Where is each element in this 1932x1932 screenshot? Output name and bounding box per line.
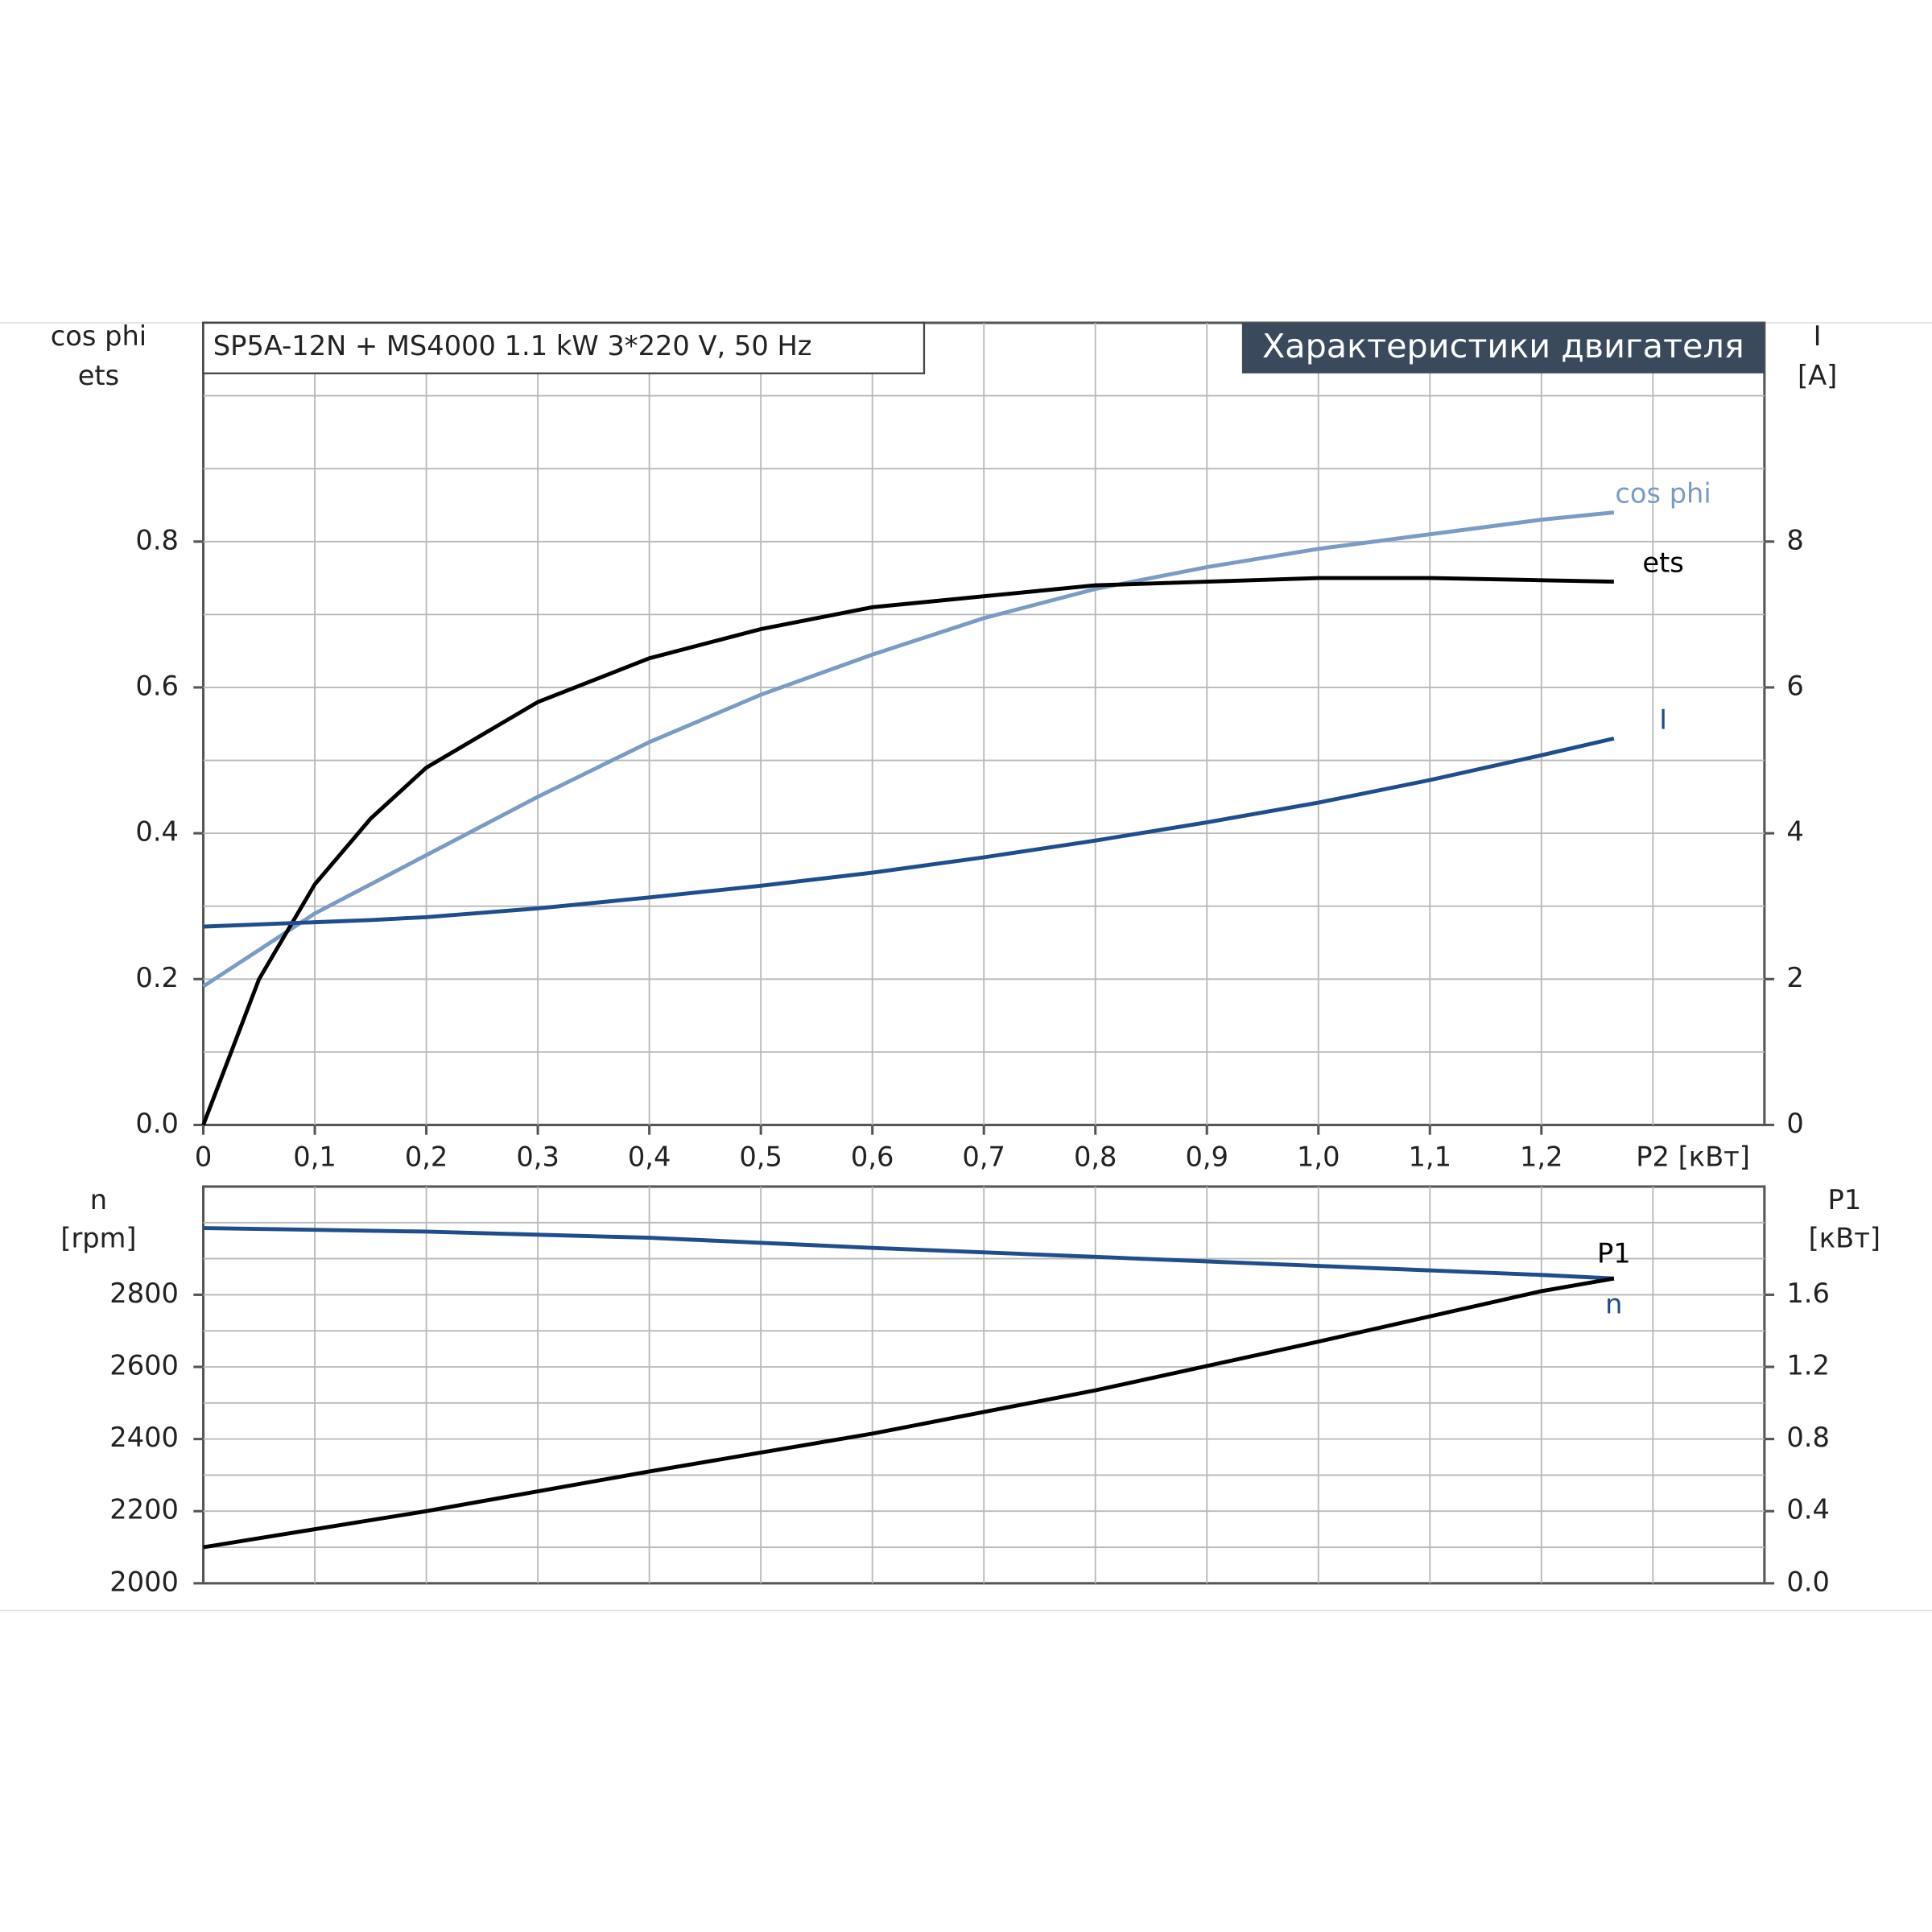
series-line <box>201 576 1614 1126</box>
chart-subtitle: SP5A-12N + MS4000 1.1 kW 3*220 V, 50 Hz <box>213 330 812 361</box>
title-box <box>1241 323 1765 374</box>
y2-tick-label: 0.0 <box>1786 1566 1830 1597</box>
y-tick-label: 0.0 <box>135 1108 179 1139</box>
y-axis-label: ets <box>78 360 119 391</box>
y2-tick-label: 2 <box>1786 962 1803 993</box>
chart-title: Характеристики двигателя <box>1262 327 1744 365</box>
x-tick-label: 0,9 <box>1185 1141 1228 1172</box>
y-tick-label: 2800 <box>109 1278 179 1309</box>
y2-tick-label: 0.8 <box>1786 1422 1830 1453</box>
series-label: I <box>1659 704 1667 735</box>
series-line <box>203 1226 1614 1281</box>
y-tick-label: 0.6 <box>135 670 179 701</box>
x-tick-label: 0,4 <box>628 1141 671 1172</box>
x-tick-label: 1,0 <box>1297 1141 1340 1172</box>
y2-tick-label: 8 <box>1786 524 1803 555</box>
y-axis-label: n <box>90 1184 107 1216</box>
series-label: n <box>1605 1288 1622 1319</box>
x-tick-label: 0,8 <box>1074 1141 1117 1172</box>
x-tick-label: 1,1 <box>1409 1141 1452 1172</box>
y-tick-label: 2400 <box>109 1422 179 1453</box>
y-tick-label: 2600 <box>109 1350 179 1381</box>
y2-axis-label: I <box>1814 320 1822 352</box>
y2-axis-label: [A] <box>1798 360 1837 391</box>
y-tick-label: 0.2 <box>135 962 179 993</box>
series-label: cos phi <box>1615 478 1711 510</box>
x-tick-label: 1,2 <box>1520 1141 1563 1172</box>
x-axis-label: P2 [кВт] <box>1636 1141 1750 1172</box>
series-label: P1 <box>1597 1238 1631 1269</box>
y-axis-label: [rpm] <box>60 1222 136 1253</box>
subtitle-box <box>202 321 926 374</box>
x-tick-label: 0,3 <box>516 1141 559 1172</box>
y-tick-label: 2000 <box>109 1566 179 1597</box>
series-line <box>203 1276 1615 1550</box>
y2-axis-label: P1 <box>1827 1184 1861 1216</box>
series-line <box>202 510 1615 989</box>
y-axis-label: cos phi <box>51 320 147 352</box>
x-tick-label: 0,6 <box>851 1141 894 1172</box>
y2-tick-label: 1.6 <box>1786 1278 1830 1309</box>
x-tick-label: 0,5 <box>739 1141 782 1172</box>
x-tick-label: 0,2 <box>405 1141 448 1172</box>
y-tick-label: 2200 <box>109 1494 179 1525</box>
x-tick-label: 0 <box>195 1141 212 1172</box>
x-tick-label: 0,1 <box>293 1141 336 1172</box>
y2-tick-label: 0.4 <box>1786 1494 1830 1525</box>
y-tick-label: 0.8 <box>135 524 179 555</box>
x-tick-label: 0,7 <box>962 1141 1005 1172</box>
series-line <box>203 736 1615 929</box>
y-tick-label: 0.4 <box>135 816 179 848</box>
y2-tick-label: 1.2 <box>1786 1350 1830 1381</box>
y2-axis-label: [кВт] <box>1809 1222 1880 1253</box>
y2-tick-label: 4 <box>1786 816 1803 848</box>
series-label: ets <box>1642 547 1683 579</box>
y2-tick-label: 0 <box>1786 1108 1803 1139</box>
y2-tick-label: 6 <box>1786 670 1803 701</box>
